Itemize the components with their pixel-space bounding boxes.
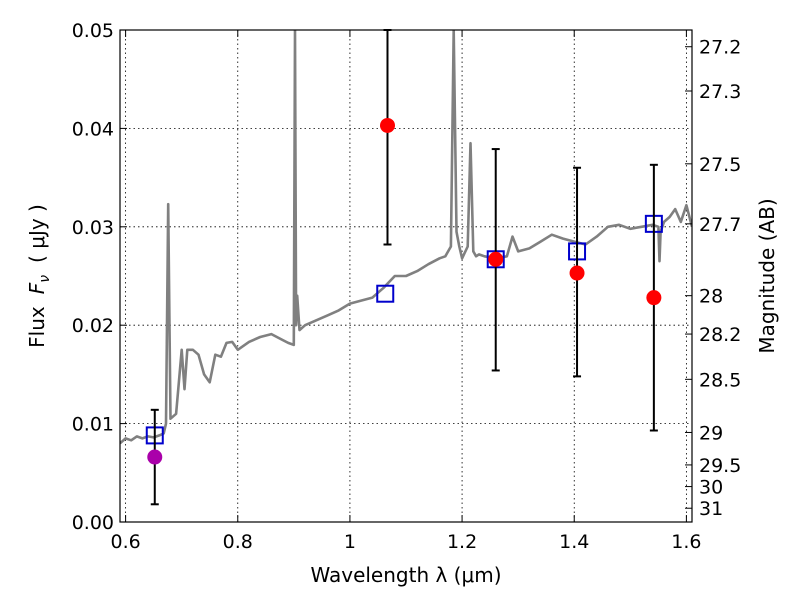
x-tick-label: 1.2	[447, 531, 477, 553]
y2-tick-label: 28	[699, 286, 723, 308]
plot-frame	[119, 29, 693, 523]
x-axis-label: Wavelength λ (μm)	[310, 563, 501, 587]
y-axis-label-prefix: Flux	[25, 306, 49, 348]
x-tick-label: 1	[344, 531, 356, 553]
y2-tick-label: 29.5	[699, 455, 741, 477]
y-tick-label: 0.04	[72, 118, 114, 140]
y2-axis-label: Magnitude (AB)	[755, 198, 779, 353]
y2-tick-label: 29	[699, 422, 723, 444]
y-tick-label: 0.03	[72, 217, 114, 239]
data-layer	[120, 30, 692, 445]
svg-text:FluxFν( μJy ): Flux Fν ( μJy )	[25, 204, 53, 348]
y2-tick-label: 28.5	[699, 369, 741, 391]
y-axis-label: Flux Fν ( μJy )	[25, 204, 53, 348]
y-tick-label: 0.01	[72, 414, 114, 436]
y-tick-label: 0.00	[72, 512, 114, 534]
y-axis-label-unit: ( μJy )	[25, 204, 49, 263]
observed-flux-point	[379, 117, 395, 133]
y-axis-label-subscript: ν	[37, 275, 53, 283]
y2-tick-label: 27.2	[699, 37, 741, 59]
ticks: 0.6 0.8 1 1.2 1.4 1.6 0.00 0.01 0.02 0.03 0.04 0.05…	[72, 20, 742, 553]
y2-tick-label: 27.7	[699, 214, 741, 236]
y2-tick-label: 28.2	[699, 324, 741, 346]
y2-tick-label: 27.3	[699, 81, 741, 103]
x-tick-label: 1.4	[559, 531, 589, 553]
observed-flux-point	[646, 290, 662, 306]
y-tick-label: 0.05	[72, 20, 114, 42]
model-spectrum-line	[120, 30, 692, 445]
observed-flux-point	[569, 265, 585, 281]
y2-tick-label: 30	[699, 477, 723, 499]
marker-layer	[145, 29, 663, 506]
x-tick-label: 0.6	[110, 531, 140, 553]
model-photometry-square	[376, 284, 395, 303]
observed-flux-point	[488, 251, 504, 267]
observed-flux-point	[147, 449, 163, 465]
y2-tick-label: 31	[699, 498, 723, 520]
y2-tick-label: 27.5	[699, 154, 741, 176]
x-tick-label: 0.8	[223, 531, 253, 553]
x-tick-label: 1.6	[671, 531, 701, 553]
y-axis-label-symbol: F	[25, 282, 49, 294]
y-tick-label: 0.02	[72, 315, 114, 337]
